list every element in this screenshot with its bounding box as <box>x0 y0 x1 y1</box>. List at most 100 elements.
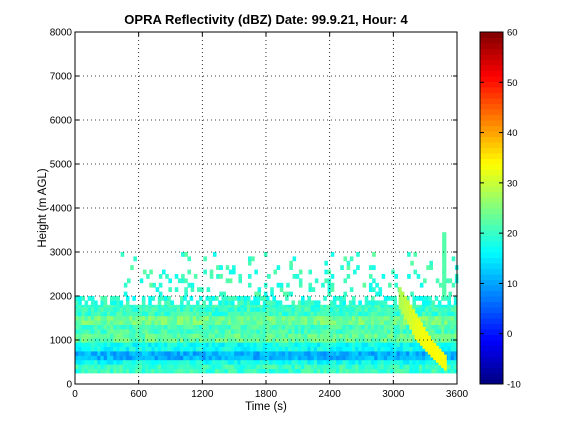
echo-cell <box>332 304 337 308</box>
echo-cell <box>119 315 124 321</box>
echo-cell <box>415 355 420 361</box>
echo-cell <box>199 320 203 325</box>
echo-cell <box>308 282 313 288</box>
echo-cell <box>215 355 219 361</box>
echo-cell <box>425 324 429 330</box>
echo-cell <box>180 337 184 343</box>
echo-cell <box>336 329 340 334</box>
echo-cell <box>234 355 238 361</box>
echo-cell <box>450 351 455 356</box>
echo-cell <box>358 368 362 374</box>
echo-cell <box>202 342 206 347</box>
echo-cell <box>135 337 140 343</box>
echo-cell <box>262 311 267 317</box>
echo-cell <box>441 342 445 347</box>
echo-cell <box>173 351 178 356</box>
echo-cell <box>301 359 305 365</box>
echo-cell <box>294 359 299 365</box>
echo-cell <box>138 342 143 347</box>
echo-cell <box>297 333 302 339</box>
echo-cell <box>90 311 95 317</box>
echo-cell <box>390 324 394 330</box>
echo-cell <box>320 337 324 343</box>
echo-cell <box>345 324 350 330</box>
echo-cell <box>358 355 362 361</box>
echo-cell <box>78 324 82 330</box>
echo-cell <box>428 355 432 361</box>
echo-cell <box>212 252 217 257</box>
echo-cell <box>450 311 455 317</box>
echo-cell <box>272 342 276 347</box>
echo-cell <box>285 307 289 312</box>
echo-cell <box>269 329 273 334</box>
echo-cell <box>294 337 299 343</box>
echo-cell <box>138 337 143 343</box>
echo-cell <box>364 324 369 330</box>
echo-cell <box>348 315 353 321</box>
echo-cell <box>113 368 117 374</box>
echo-cell <box>380 346 385 352</box>
echo-cell <box>451 282 456 288</box>
echo-cell <box>157 364 162 369</box>
echo-cell <box>278 315 283 321</box>
echo-cell <box>154 359 159 365</box>
echo-cell <box>81 346 85 352</box>
echo-cell <box>132 296 136 301</box>
echo-cell <box>181 274 185 279</box>
echo-cell <box>272 359 276 365</box>
echo-cell <box>78 364 82 369</box>
echo-cell <box>246 315 251 321</box>
echo-cell <box>227 311 232 317</box>
echo-cell <box>358 307 362 312</box>
echo-cell <box>151 315 155 321</box>
echo-cell <box>409 364 413 369</box>
echo-cell <box>326 311 331 317</box>
echo-cell <box>320 368 324 374</box>
echo-cell <box>358 304 362 308</box>
echo-cell <box>351 300 356 306</box>
echo-cell <box>106 320 111 325</box>
echo-cell <box>269 320 273 325</box>
echo-cell <box>90 300 95 306</box>
echo-cell <box>167 315 171 321</box>
echo-cell <box>281 304 286 308</box>
echo-cell <box>297 300 302 306</box>
y-tick-label: 5000 <box>50 160 73 171</box>
echo-cell <box>415 296 420 301</box>
echo-cell <box>390 351 394 356</box>
echo-cell <box>368 265 373 270</box>
echo-cell <box>199 337 203 343</box>
echo-cell <box>243 311 248 317</box>
echo-cell <box>279 287 284 292</box>
echo-cell <box>246 364 251 369</box>
echo-cell <box>313 368 318 374</box>
echo-cell <box>437 307 442 312</box>
echo-cell <box>262 320 267 325</box>
echo-cell <box>441 315 445 321</box>
echo-cell <box>145 346 149 352</box>
echo-cell <box>364 346 369 352</box>
echo-cell <box>103 355 108 361</box>
echo-cell <box>234 346 238 352</box>
echo-cell <box>148 364 152 369</box>
echo-cell <box>195 304 200 308</box>
echo-cell <box>358 315 362 321</box>
echo-cell <box>390 304 394 308</box>
echo-cell <box>192 368 197 374</box>
echo-cell <box>208 333 213 339</box>
echo-cell <box>84 364 89 369</box>
echo-cell <box>301 355 305 361</box>
echo-cell <box>160 337 165 343</box>
echo-cell <box>247 274 252 279</box>
echo-cell <box>227 304 232 308</box>
echo-cell <box>339 333 343 339</box>
echo-cell <box>240 307 245 312</box>
echo-cell <box>135 324 140 330</box>
echo-cell <box>415 368 420 374</box>
echo-cell <box>316 329 321 334</box>
echo-cell <box>103 324 108 330</box>
echo-cell <box>103 329 108 334</box>
echo-cell <box>120 252 125 257</box>
echo-cell <box>339 307 343 312</box>
echo-cell <box>167 355 171 361</box>
